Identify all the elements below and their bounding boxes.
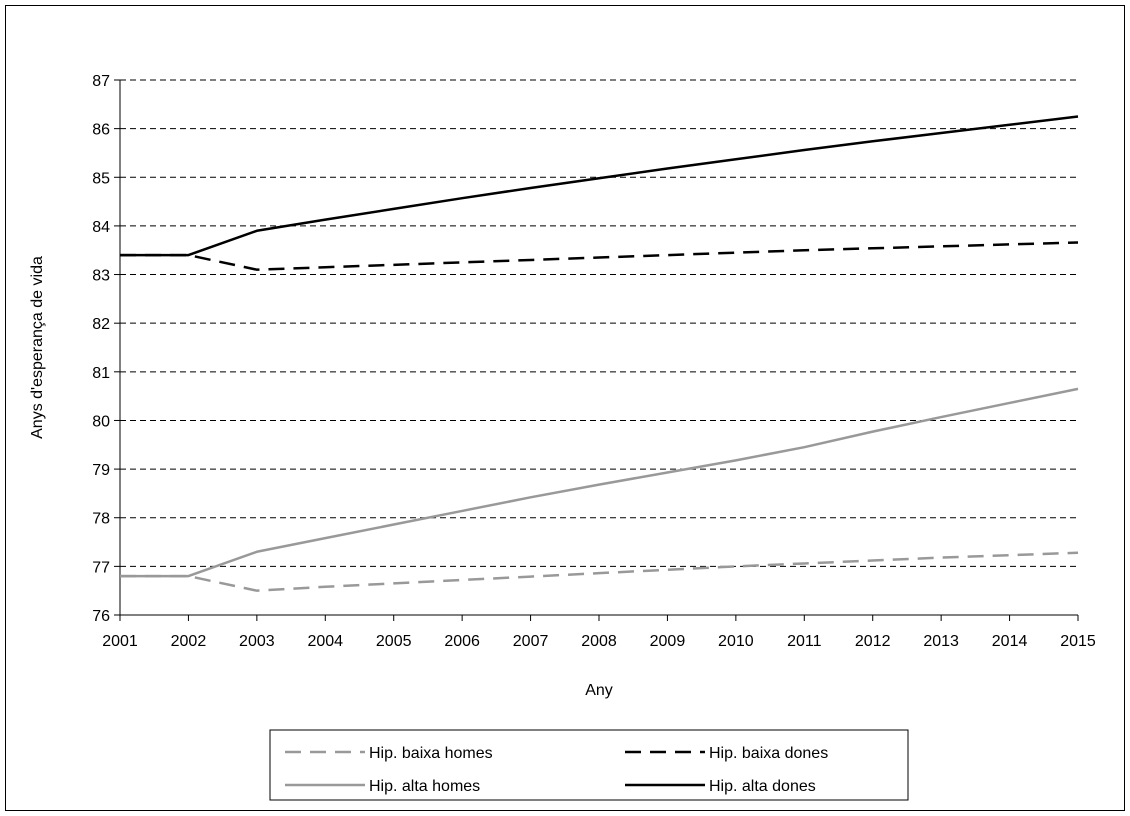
x-tick-label: 2010 xyxy=(718,633,754,650)
x-tick-label: 2012 xyxy=(855,633,891,650)
x-tick-label: 2006 xyxy=(444,633,480,650)
y-tick-label: 87 xyxy=(92,73,110,90)
x-tick-label: 2004 xyxy=(307,633,343,650)
x-tick-label: 2003 xyxy=(239,633,275,650)
y-tick-label: 85 xyxy=(92,170,110,187)
y-tick-labels: 76 77 78 79 80 81 82 83 84 85 86 87 xyxy=(92,73,110,625)
y-tick-label: 84 xyxy=(92,219,110,236)
series-line-hip-baixa-dones xyxy=(120,241,1079,271)
y-tick-label: 86 xyxy=(92,122,110,139)
series-lines xyxy=(120,115,1079,592)
series-line-hip-baixa-homes xyxy=(120,551,1079,592)
y-axis-label: Anys d'esperança de vida xyxy=(29,256,46,439)
y-tick-label: 79 xyxy=(92,462,110,479)
legend-label: Hip. alta dones xyxy=(709,778,816,795)
legend-label: Hip. alta homes xyxy=(369,778,480,795)
x-tick-label: 2001 xyxy=(102,633,138,650)
y-tick-label: 78 xyxy=(92,511,110,528)
legend-box xyxy=(269,729,909,801)
x-tick-label: 2009 xyxy=(650,633,686,650)
legend-label: Hip. baixa dones xyxy=(709,745,828,762)
y-tick-label: 76 xyxy=(92,608,110,625)
y-tick-label: 82 xyxy=(92,316,110,333)
x-tick-label: 2014 xyxy=(992,633,1028,650)
series-line-hip-alta-dones xyxy=(120,115,1079,257)
x-tick-label: 2008 xyxy=(581,633,617,650)
x-axis-label: Any xyxy=(585,682,613,699)
legend-label: Hip. baixa homes xyxy=(369,745,493,762)
x-tick-label: 2011 xyxy=(787,633,822,650)
x-tick-label: 2015 xyxy=(1060,633,1096,650)
x-tick-label: 2002 xyxy=(171,633,207,650)
x-tick-labels: 2001 2002 2003 2004 2005 2006 2007 2008 2009 2010… xyxy=(102,633,1096,650)
x-tick-label: 2007 xyxy=(513,633,549,650)
series-line-hip-alta-homes xyxy=(120,387,1079,578)
y-tick-label: 77 xyxy=(92,559,110,576)
x-tick-label: 2013 xyxy=(923,633,959,650)
y-tick-label: 80 xyxy=(92,413,110,430)
axes xyxy=(114,79,1079,621)
y-tick-label: 83 xyxy=(92,268,110,285)
x-tick-label: 2005 xyxy=(376,633,412,650)
legend: Hip. baixa homes Hip. baixa dones Hip. alt… xyxy=(269,729,909,801)
chart-border xyxy=(5,5,1125,811)
y-tick-label: 81 xyxy=(92,365,110,382)
